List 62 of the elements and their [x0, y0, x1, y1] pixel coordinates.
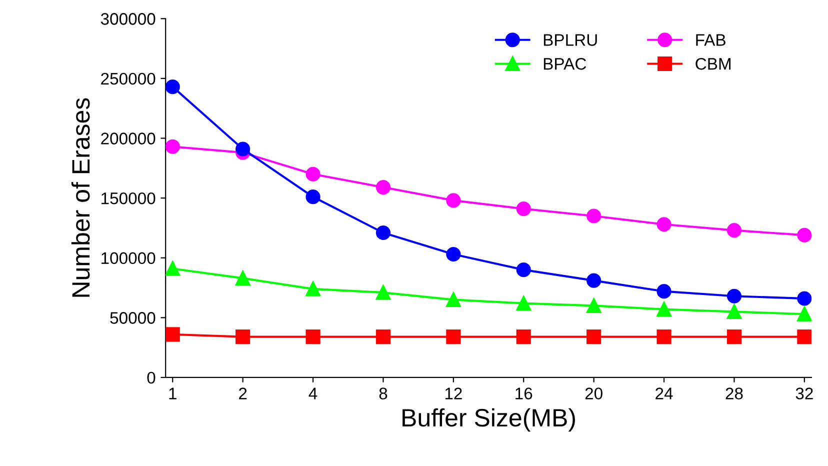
- y-tick-label: 150000: [102, 192, 156, 204]
- y-tick-label: 200000: [101, 132, 156, 144]
- point: [306, 166, 320, 182]
- point: [726, 304, 742, 319]
- point: [656, 217, 672, 232]
- point: [516, 296, 531, 311]
- point: [516, 262, 531, 278]
- x-tick-label: 28: [726, 388, 743, 400]
- x-tick-label: 16: [516, 388, 532, 400]
- point: [656, 302, 672, 317]
- point: [376, 225, 391, 240]
- y-axis-title: Number of Erases: [71, 98, 90, 297]
- x-axis-title: Buffer Size(MB): [402, 408, 575, 432]
- point: [726, 330, 742, 344]
- legend-label: FAB: [696, 34, 726, 46]
- point: [586, 330, 602, 344]
- y-tick-label: 100000: [102, 252, 156, 264]
- legend-label: CBM: [696, 58, 730, 70]
- point: [166, 327, 180, 342]
- point: [446, 292, 461, 308]
- point: [797, 228, 812, 242]
- point: [306, 282, 320, 296]
- x-tick-label: 20: [585, 388, 602, 400]
- x-tick-label: 8: [379, 388, 388, 400]
- y-tick-label: 300000: [100, 13, 156, 25]
- legend-label: BPAC: [544, 58, 586, 70]
- point: [376, 180, 391, 195]
- x-tick-label: 24: [656, 388, 673, 400]
- point: [726, 223, 742, 238]
- point: [516, 202, 531, 216]
- point: [166, 139, 180, 154]
- legend-label: BPLRU: [544, 34, 597, 46]
- point: [516, 330, 531, 344]
- point: [306, 190, 320, 204]
- y-tick-label: 250000: [101, 72, 156, 85]
- point: [376, 330, 391, 344]
- point: [446, 193, 461, 208]
- point: [236, 330, 250, 344]
- point: [797, 330, 812, 344]
- x-tick-label: 1: [169, 388, 176, 400]
- point: [656, 330, 672, 344]
- point: [166, 261, 180, 276]
- point: [306, 330, 320, 344]
- x-tick-label: 12: [445, 388, 462, 400]
- point: [797, 306, 812, 322]
- point: [586, 208, 602, 224]
- point: [586, 298, 602, 313]
- point: [236, 142, 250, 156]
- point: [446, 330, 461, 344]
- y-tick-label: 50000: [110, 312, 156, 324]
- point: [656, 284, 672, 299]
- point: [726, 288, 742, 304]
- point: [797, 291, 812, 306]
- point: [446, 246, 461, 262]
- x-tick-label: 4: [308, 388, 318, 400]
- point: [166, 80, 180, 94]
- point: [236, 270, 250, 286]
- y-tick-label: 0: [147, 372, 156, 384]
- x-tick-label: 32: [796, 388, 813, 400]
- x-tick-label: 2: [239, 388, 247, 400]
- point: [376, 285, 391, 300]
- point: [586, 273, 602, 288]
